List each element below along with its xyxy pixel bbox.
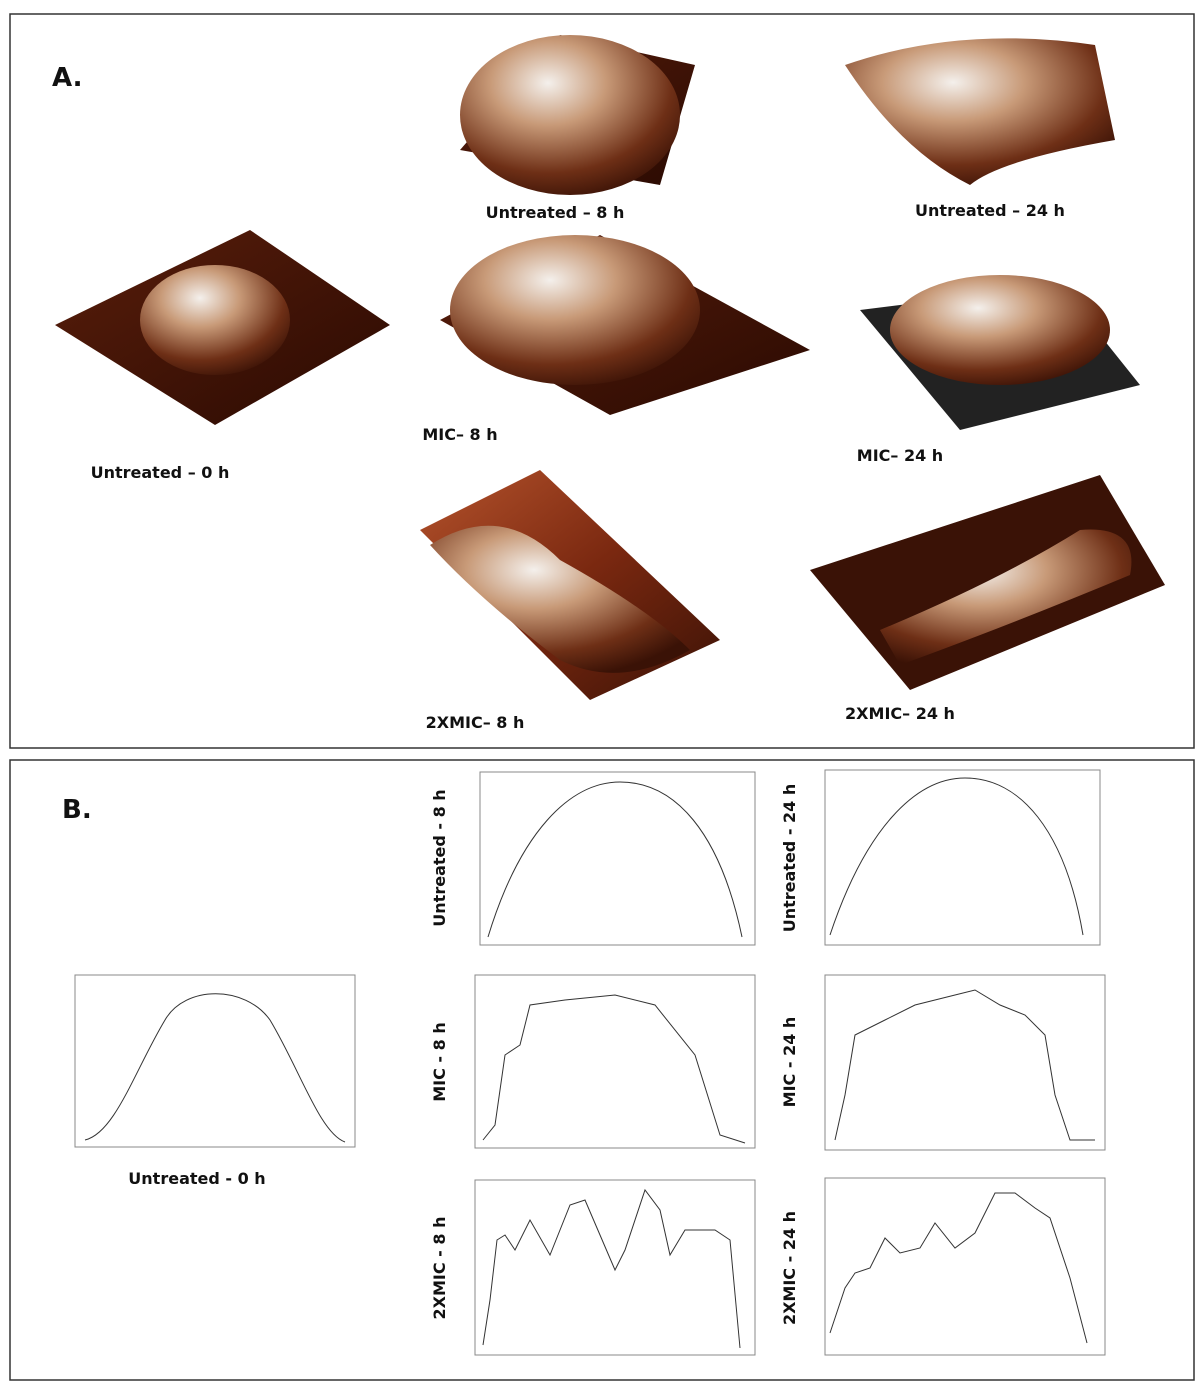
afm-image [440, 235, 810, 415]
profile-plot [475, 1180, 755, 1355]
afm-image [460, 35, 695, 195]
panel-label: A. [52, 63, 82, 93]
afm-image [420, 470, 720, 700]
profile-label: Untreated - 8 h [430, 789, 449, 926]
afm-image [55, 230, 390, 425]
image-caption: MIC– 24 h [857, 446, 943, 465]
figure: A. B. [0, 0, 1197, 1381]
profile-plot [480, 772, 755, 945]
image-caption: Untreated – 0 h [91, 463, 230, 482]
profile-label: 2XMIC - 24 h [780, 1211, 799, 1325]
panel-label: B. [62, 795, 92, 825]
profile-caption: Untreated - 0 h [128, 1169, 265, 1188]
image-caption: MIC– 8 h [422, 425, 497, 444]
profile-plot [825, 770, 1100, 945]
profile-plot [825, 975, 1105, 1150]
image-caption: 2XMIC– 24 h [845, 704, 955, 723]
image-caption: Untreated – 24 h [915, 201, 1065, 220]
image-caption: 2XMIC– 8 h [426, 713, 525, 732]
profile-label: MIC - 8 h [430, 1022, 449, 1102]
afm-image [810, 475, 1165, 690]
profile-label: 2XMIC - 8 h [430, 1217, 449, 1320]
profile-label: MIC - 24 h [780, 1017, 799, 1108]
image-caption: Untreated – 8 h [486, 203, 625, 222]
profile-plot [75, 975, 355, 1147]
afm-image [860, 275, 1140, 430]
profile-plot [825, 1178, 1105, 1355]
profile-label: Untreated - 24 h [780, 784, 799, 933]
profile-plot [475, 975, 755, 1148]
afm-image [845, 38, 1115, 185]
